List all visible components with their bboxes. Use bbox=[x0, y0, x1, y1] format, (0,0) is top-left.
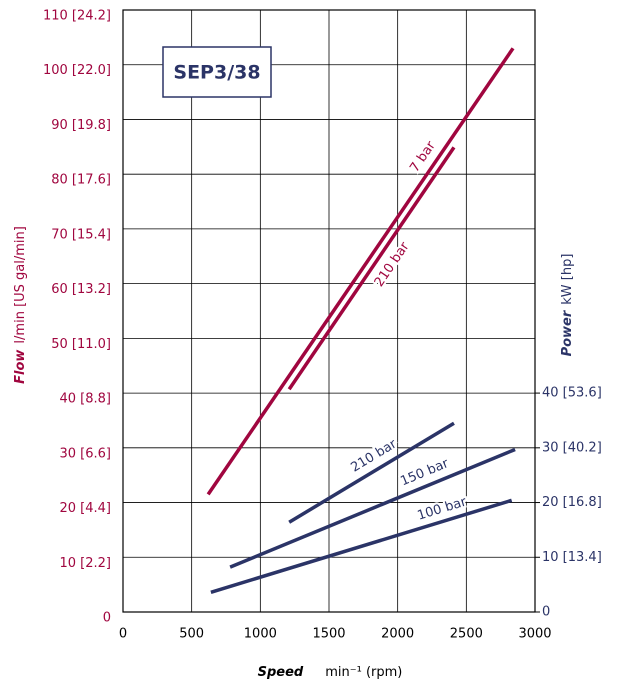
y2-label-bold: Power bbox=[560, 309, 575, 356]
plot-frame bbox=[122, 9, 536, 613]
series-line bbox=[288, 421, 455, 524]
y-tick-label: 10 [2.2] bbox=[60, 556, 112, 571]
y-tick-label: 90 [19.8] bbox=[51, 118, 111, 133]
x-label-text: min⁻¹ (rpm) bbox=[325, 665, 402, 680]
y-label-text: l/min [US gal/min] bbox=[13, 226, 28, 343]
y-tick-label: 30 [6.6] bbox=[60, 446, 112, 461]
series-line bbox=[206, 47, 515, 496]
y2-tick-label: 30 [40.2] bbox=[542, 440, 602, 455]
x-label-bold: Speed bbox=[258, 665, 304, 680]
y2-axis-label: Power kW [hp] bbox=[560, 254, 575, 357]
y-label-bold: Flow bbox=[13, 349, 28, 384]
y2-label-text: kW [hp] bbox=[560, 254, 575, 305]
x-tick-label: 1000 bbox=[244, 627, 277, 642]
line-label: 100 bar bbox=[416, 494, 469, 523]
y-tick-label: 50 [11.0] bbox=[51, 337, 111, 352]
x-tick-label: 2500 bbox=[450, 627, 483, 642]
y-tick-label: 0 bbox=[103, 611, 111, 626]
series-line bbox=[287, 146, 456, 391]
y2-tick-label: 0 bbox=[542, 605, 550, 620]
series-line bbox=[229, 447, 516, 569]
y2-tick-label: 40 [53.6] bbox=[542, 386, 602, 401]
x-tick-label: 0 bbox=[119, 627, 127, 642]
x-tick-label: 1500 bbox=[312, 627, 345, 642]
x-axis-label: Speed min⁻¹ (rpm) bbox=[258, 665, 403, 680]
x-tick-label: 3000 bbox=[518, 627, 551, 642]
y2-tick-label: 20 [16.8] bbox=[542, 495, 602, 510]
title-box bbox=[162, 46, 272, 98]
line-label: 150 bar bbox=[398, 456, 451, 489]
x-tick-label: 2000 bbox=[381, 627, 414, 642]
y-tick-label: 20 [4.4] bbox=[60, 501, 112, 516]
y-axis-label: Flow l/min [US gal/min] bbox=[13, 226, 28, 384]
y-tick-label: 110 [24.2] bbox=[43, 9, 111, 24]
chart-title: SEP3/38 bbox=[173, 62, 260, 84]
line-label: 7 bar bbox=[407, 138, 439, 175]
y-tick-label: 100 [22.0] bbox=[43, 63, 111, 78]
y-tick-label: 70 [15.4] bbox=[51, 227, 111, 242]
y-tick-label: 40 [8.8] bbox=[60, 392, 112, 407]
x-tick-label: 500 bbox=[179, 627, 204, 642]
y-tick-label: 60 [13.2] bbox=[51, 282, 111, 297]
series-line bbox=[210, 498, 513, 594]
y2-tick-label: 10 [13.4] bbox=[542, 550, 602, 565]
y-tick-label: 80 [17.6] bbox=[51, 173, 111, 188]
